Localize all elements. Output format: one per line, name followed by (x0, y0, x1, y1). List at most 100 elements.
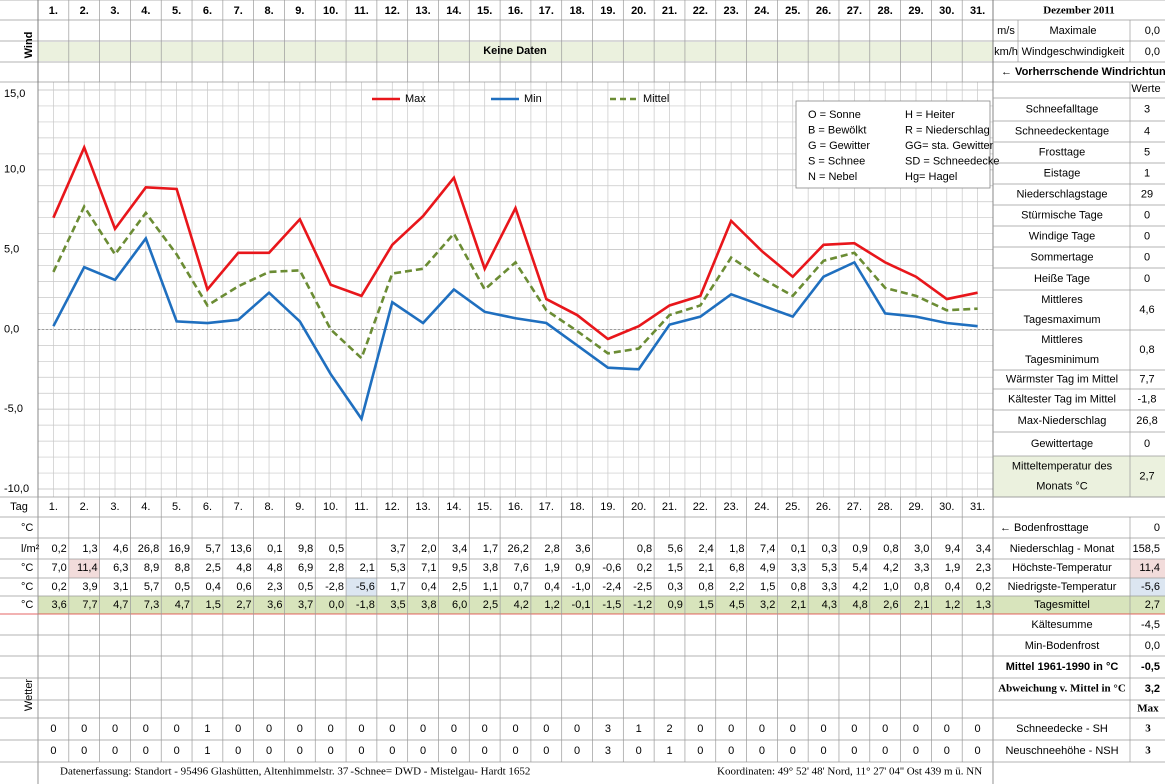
day-label: 29. (908, 501, 923, 513)
temp-value: 2,3 (976, 562, 991, 574)
min-cell-bg (346, 578, 377, 596)
temp-value: 0,4 (421, 581, 436, 593)
wind-label: Wind (23, 32, 35, 59)
snow-value: 0 (328, 723, 334, 735)
snow-value: 0 (759, 745, 765, 757)
temp-value: 0,9 (575, 562, 590, 574)
snow-value: 0 (50, 723, 56, 735)
temp-value: -1,5 (602, 599, 621, 611)
no-data-band (38, 42, 993, 61)
snow-value: 0 (944, 723, 950, 735)
snow-value: 0 (451, 745, 457, 757)
snow-value: 0 (482, 723, 488, 735)
snow-value: 0 (451, 723, 457, 735)
precip-value: 0,3 (822, 543, 837, 555)
stat-label: Gewittertage (1031, 438, 1093, 450)
snow-value: 0 (358, 723, 364, 735)
stat-value: 4 (1144, 125, 1150, 137)
day-header: 5. (172, 5, 181, 17)
temp-value: 4,2 (852, 581, 867, 593)
snow-value: 0 (574, 723, 580, 735)
snow-value: 0 (50, 745, 56, 757)
temp-value: 2,1 (914, 599, 929, 611)
precip-value: 1,7 (483, 543, 498, 555)
stat-value: 0 (1144, 230, 1150, 242)
day-label: 13. (415, 501, 430, 513)
side-label: Abweichung v. Mittel in °C (998, 683, 1126, 695)
footer-source: -Schnee= DWD - Mistelgau- Hardt 1652 (350, 766, 530, 778)
day-label: 5. (172, 501, 181, 513)
day-header: 29. (908, 5, 923, 17)
temp-value: 3,1 (113, 581, 128, 593)
temp-value: 4,5 (729, 599, 744, 611)
temp-value: 3,6 (267, 599, 282, 611)
temp-value: 2,3 (267, 581, 282, 593)
temp-value: -2,4 (602, 581, 621, 593)
temp-value: 2,5 (483, 599, 498, 611)
temp-value: 0,2 (637, 562, 652, 574)
day-label: 24. (754, 501, 769, 513)
stat-label: Wärmster Tag im Mittel (1006, 373, 1118, 385)
stat-label: Schneedeckentage (1015, 125, 1109, 137)
wind-desc: Maximale (1049, 25, 1096, 37)
stat-label: Schneefalltage (1026, 103, 1099, 115)
snow-value: 1 (204, 723, 210, 735)
precip-value: 3,7 (390, 543, 405, 555)
legend-label: Min (524, 93, 542, 105)
unit-label: °C (21, 562, 33, 574)
side-value: -0,5 (1141, 661, 1160, 673)
snow-value: 3 (605, 723, 611, 735)
precip-value: 2,0 (421, 543, 436, 555)
snow-max: 3 (1145, 723, 1151, 735)
y-tick-label: -10,0 (4, 483, 29, 495)
snow-value: 0 (235, 745, 241, 757)
temp-value: 0,8 (914, 581, 929, 593)
temp-value: 7,3 (144, 599, 159, 611)
temp-value: 4,8 (267, 562, 282, 574)
precip-value: 3,0 (914, 543, 929, 555)
stat-value: 5 (1144, 146, 1150, 158)
snow-value: 1 (636, 723, 642, 735)
side-value: 11,4 (1139, 562, 1160, 574)
snow-value: 0 (543, 723, 549, 735)
snow-value: 0 (913, 745, 919, 757)
snow-value: 0 (821, 723, 827, 735)
snow-value: 3 (605, 745, 611, 757)
temp-value: 1,3 (976, 599, 991, 611)
temp-value: 1,5 (698, 599, 713, 611)
temp-value: 8,9 (144, 562, 159, 574)
temp-value: -2,5 (633, 581, 652, 593)
stat-label: Niederschlagstage (1016, 188, 1107, 200)
snow-value: 0 (790, 723, 796, 735)
precip-value: 3,6 (575, 543, 590, 555)
day-label: 21. (662, 501, 677, 513)
y-tick-label: 0,0 (4, 323, 19, 335)
snow-value: 0 (759, 723, 765, 735)
day-header: 18. (569, 5, 584, 17)
snow-value: 0 (143, 745, 149, 757)
temp-value: 4,2 (883, 562, 898, 574)
temp-value: -1,8 (356, 599, 375, 611)
temp-value: 0,3 (668, 581, 683, 593)
snow-value: 0 (697, 723, 703, 735)
y-tick-label: -5,0 (4, 403, 23, 415)
precip-value: 1,3 (82, 543, 97, 555)
side-label: ← Bodenfrosttage (1000, 522, 1089, 534)
wind-unit: m/s (997, 25, 1015, 37)
stat-label: Tagesminimum (1025, 354, 1099, 366)
day-header: 17. (539, 5, 554, 17)
temp-value: 3,6 (52, 599, 67, 611)
day-label: 14. (446, 501, 461, 513)
temp-value: 1,2 (544, 599, 559, 611)
precip-value: 0,1 (791, 543, 806, 555)
snow-value: 0 (851, 723, 857, 735)
day-header: 23. (723, 5, 738, 17)
day-label: 3. (110, 501, 119, 513)
snow-value: 0 (297, 745, 303, 757)
day-header: 14. (446, 5, 461, 17)
temp-value: 0,4 (544, 581, 559, 593)
day-header: 15. (477, 5, 492, 17)
snow-value: 0 (821, 745, 827, 757)
stat-label: Frosttage (1039, 146, 1085, 158)
temp-value: 4,2 (514, 599, 529, 611)
